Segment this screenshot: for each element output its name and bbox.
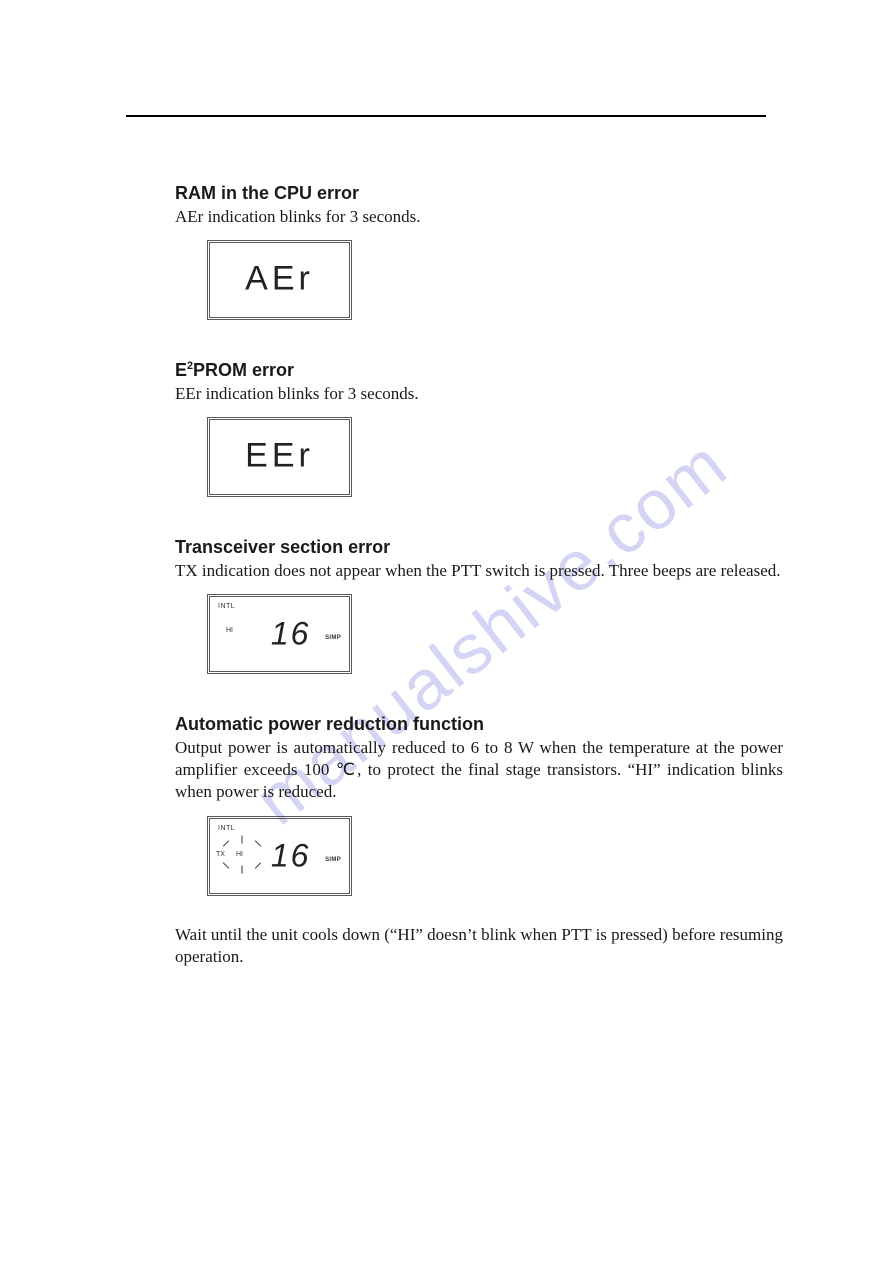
lcd-transceiver: INTL HI 16 SIMP <box>207 594 352 674</box>
footer-auto-power: Wait until the unit cools down (“HI” doe… <box>175 924 783 968</box>
lcd-transceiver-hi: HI <box>226 627 233 634</box>
lcd-ram-text: AEr <box>245 260 314 299</box>
ray-icon <box>242 865 243 873</box>
lcd-transceiver-digits: 16 <box>271 616 311 653</box>
lcd-eeprom-text: EEr <box>245 437 314 476</box>
heading-eeprom-suffix: PROM error <box>193 360 294 380</box>
body-transceiver: TX indication does not appear when the P… <box>175 560 783 582</box>
body-auto-power: Output power is automatically reduced to… <box>175 737 783 803</box>
top-rule <box>126 115 766 117</box>
section-eeprom: E2PROM error EEr indication blinks for 3… <box>175 360 783 497</box>
lcd-auto-power-hi: HI <box>236 851 243 858</box>
lcd-auto-power-digits: 16 <box>271 837 311 874</box>
document-page: manualshive.com RAM in the CPU error AEr… <box>0 0 893 1263</box>
heading-eeprom: E2PROM error <box>175 360 783 381</box>
heading-eeprom-prefix: E <box>175 360 187 380</box>
heading-auto-power: Automatic power reduction function <box>175 714 783 735</box>
lcd-ram: AEr <box>207 240 352 320</box>
section-auto-power: Automatic power reduction function Outpu… <box>175 714 783 967</box>
lcd-auto-power-intl: INTL <box>218 825 235 832</box>
lcd-auto-power-simp: SIMP <box>325 857 341 863</box>
body-eeprom: EEr indication blinks for 3 seconds. <box>175 383 783 405</box>
ray-icon <box>242 835 243 843</box>
heading-ram: RAM in the CPU error <box>175 183 783 204</box>
ray-icon <box>255 840 261 846</box>
section-ram: RAM in the CPU error AEr indication blin… <box>175 183 783 320</box>
content-area: RAM in the CPU error AEr indication blin… <box>175 183 783 1008</box>
lcd-transceiver-simp: SIMP <box>325 635 341 641</box>
heading-transceiver: Transceiver section error <box>175 537 783 558</box>
ray-icon <box>255 862 261 868</box>
ray-icon <box>223 840 229 846</box>
ray-icon <box>223 862 229 868</box>
section-transceiver: Transceiver section error TX indication … <box>175 537 783 674</box>
lcd-auto-power: INTL HI TX 16 SIMP <box>207 816 352 896</box>
lcd-auto-power-tx: TX <box>216 851 225 858</box>
lcd-transceiver-intl: INTL <box>218 603 235 610</box>
lcd-eeprom: EEr <box>207 417 352 497</box>
body-ram: AEr indication blinks for 3 seconds. <box>175 206 783 228</box>
